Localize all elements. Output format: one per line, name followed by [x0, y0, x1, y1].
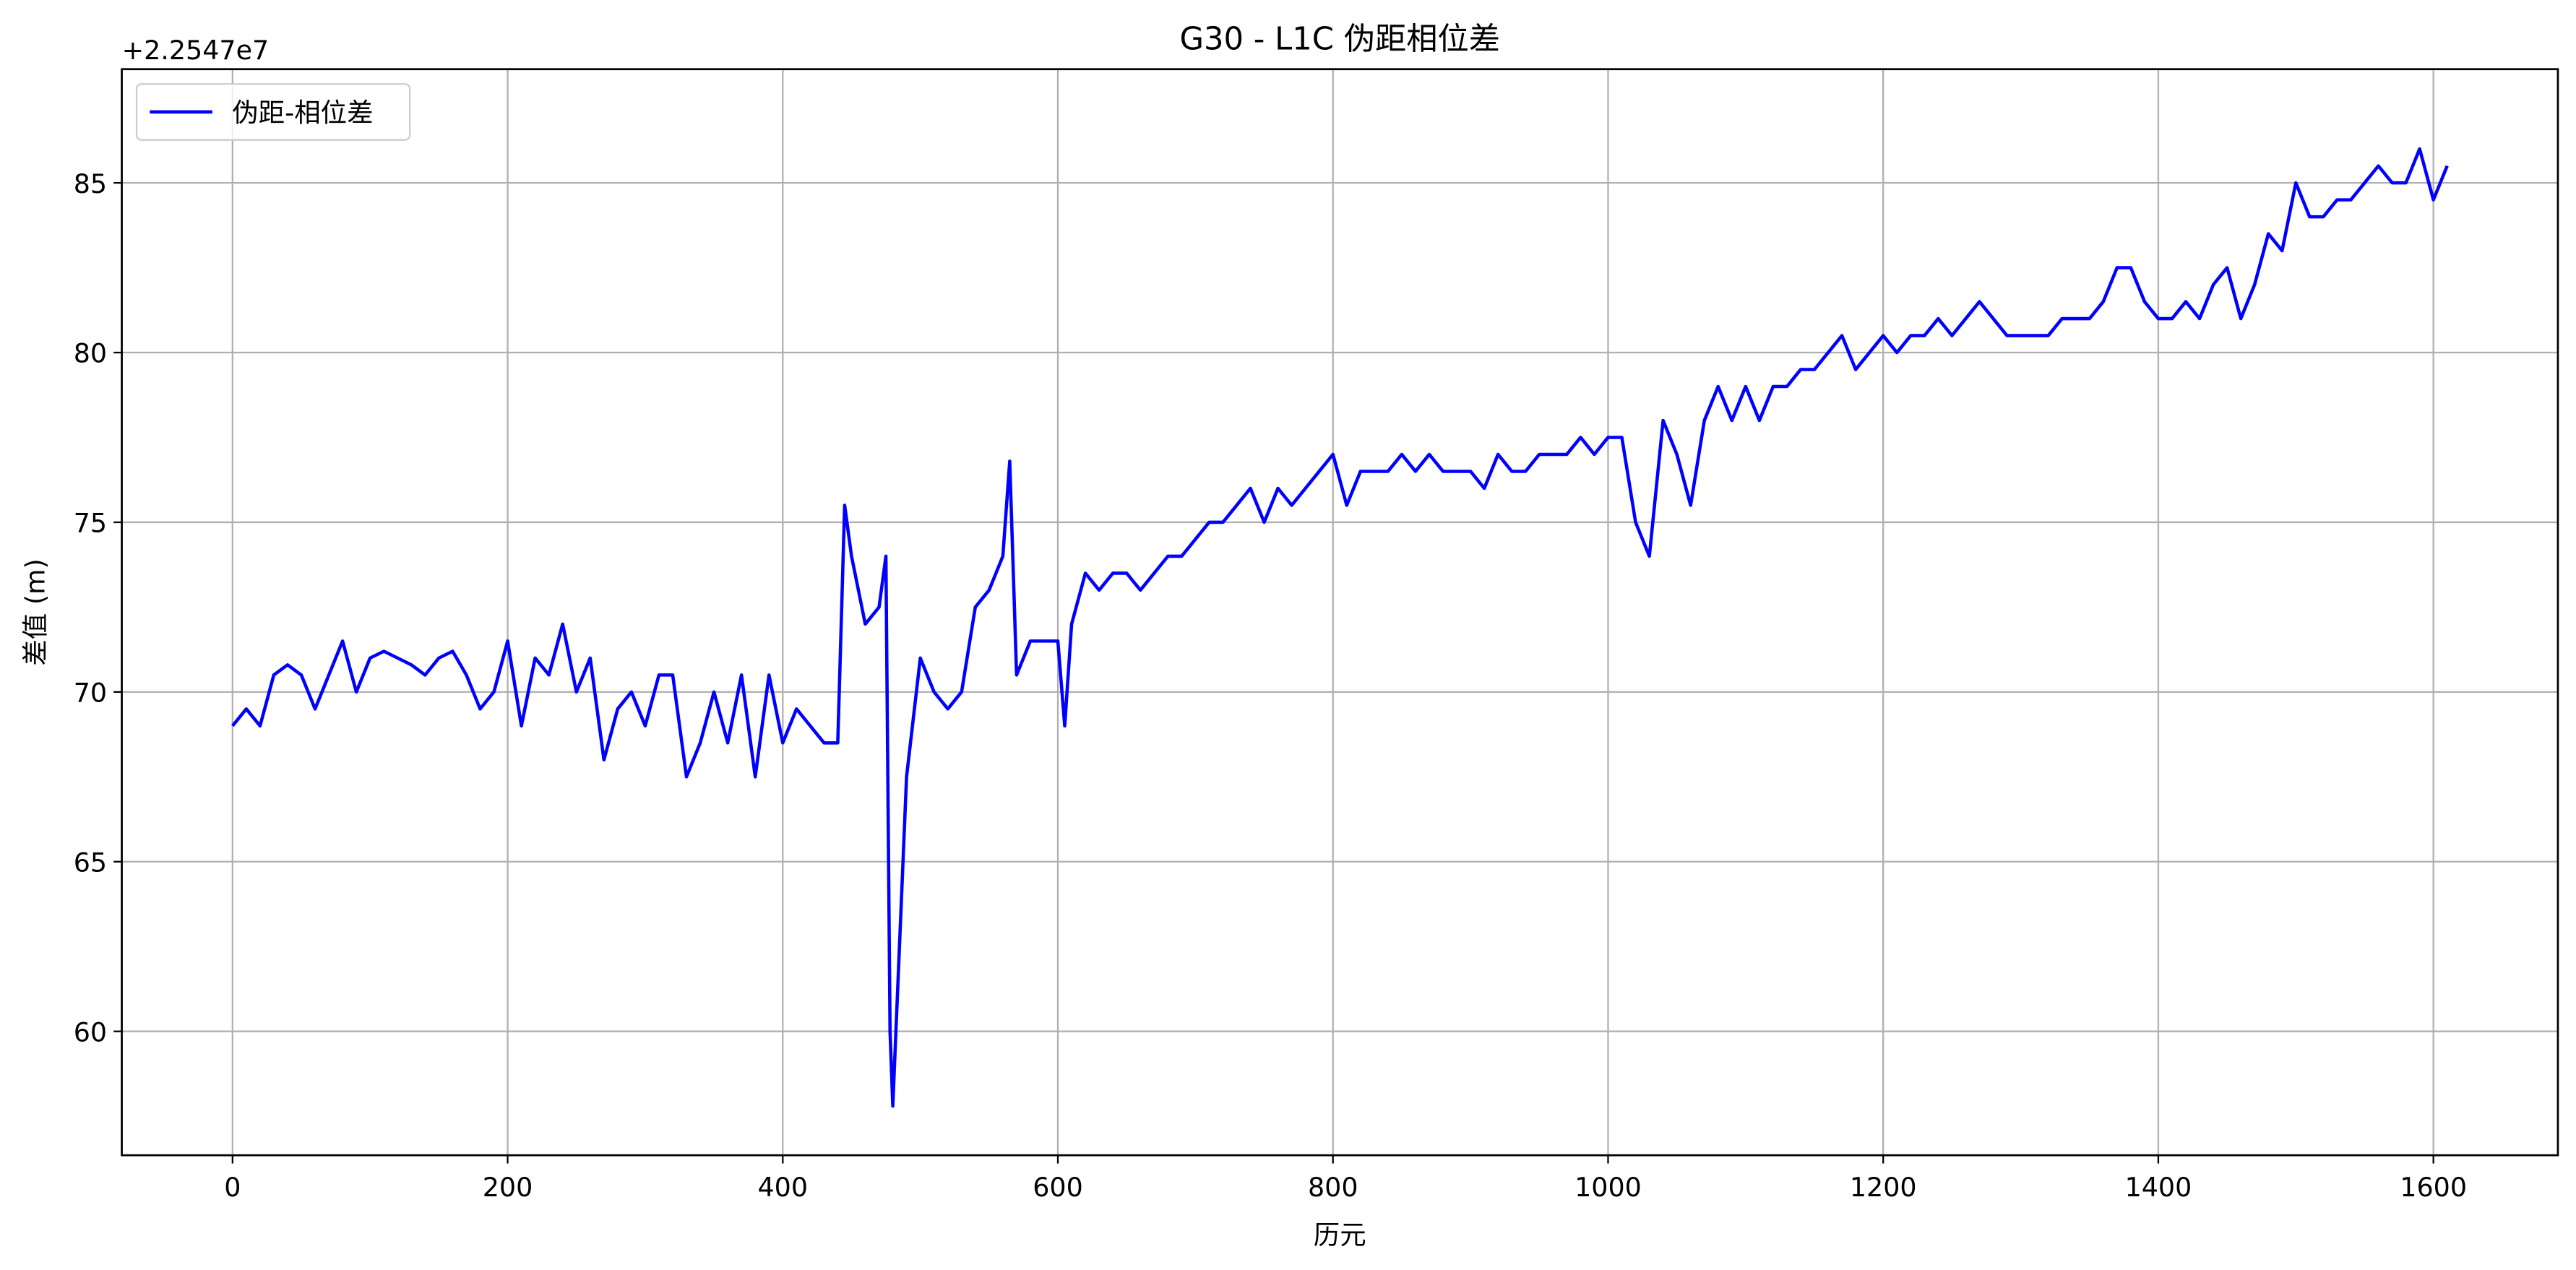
x-tick-label: 0: [224, 1172, 241, 1203]
x-tick-label: 1600: [2400, 1172, 2467, 1203]
axes-frame: [121, 68, 2559, 1157]
data-line: [231, 147, 2449, 1108]
x-tick-label: 1200: [1850, 1172, 1917, 1203]
y-offset-label: +2.2547e7: [122, 35, 270, 66]
y-tick-label: 65: [74, 847, 107, 878]
legend-box: [135, 83, 411, 141]
y-tick-label: 60: [74, 1016, 107, 1047]
y-axis-label: 差值 (m): [20, 558, 51, 665]
chart-title: G30 - L1C 伪距相位差: [1179, 21, 1500, 57]
x-tick-label: 600: [1033, 1172, 1083, 1203]
x-tick-label: 800: [1308, 1172, 1358, 1203]
x-tick-label: 1400: [2125, 1172, 2192, 1203]
y-tick-label: 75: [74, 508, 107, 539]
x-tick-label: 1000: [1575, 1172, 1642, 1203]
x-tick-label: 200: [483, 1172, 533, 1203]
y-tick-label: 85: [74, 168, 107, 199]
y-tick-label: 80: [74, 338, 107, 369]
x-tick-label: 400: [757, 1172, 808, 1203]
y-tick-label: 70: [74, 678, 107, 709]
legend-label: 伪距-相位差: [232, 98, 373, 129]
x-axis-label: 历元: [1314, 1219, 1366, 1250]
